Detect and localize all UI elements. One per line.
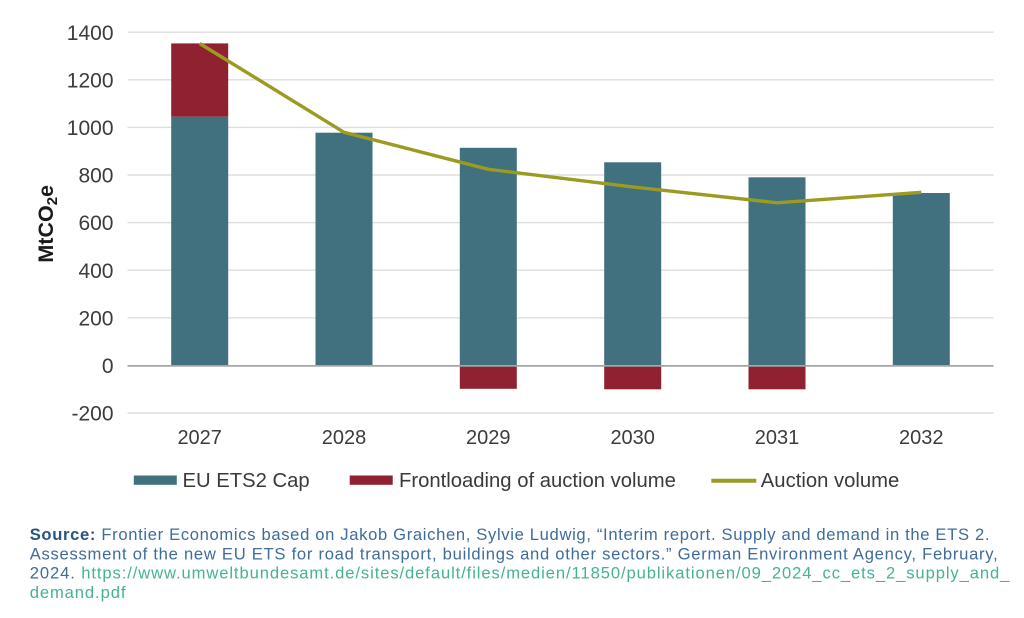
svg-text:MtCO2e: MtCO2e bbox=[34, 185, 61, 263]
svg-text:800: 800 bbox=[78, 165, 113, 188]
svg-text:-200: -200 bbox=[71, 403, 113, 426]
svg-text:2029: 2029 bbox=[466, 427, 511, 449]
svg-text:1400: 1400 bbox=[67, 22, 114, 45]
svg-text:2031: 2031 bbox=[755, 427, 800, 449]
svg-text:1200: 1200 bbox=[67, 69, 114, 92]
svg-text:Source: Frontier Economics bas: Source: Frontier Economics based on Jako… bbox=[30, 525, 990, 544]
svg-text:Frontloading of auction volume: Frontloading of auction volume bbox=[399, 470, 676, 492]
svg-text:2027: 2027 bbox=[177, 427, 222, 449]
svg-text:2032: 2032 bbox=[899, 427, 944, 449]
svg-text:Auction volume: Auction volume bbox=[761, 470, 899, 492]
svg-text:200: 200 bbox=[78, 307, 113, 330]
svg-text:600: 600 bbox=[78, 212, 113, 235]
svg-text:demand.pdf: demand.pdf bbox=[30, 583, 127, 602]
svg-text:400: 400 bbox=[78, 260, 113, 283]
svg-text:2028: 2028 bbox=[322, 427, 367, 449]
svg-text:2030: 2030 bbox=[610, 427, 655, 449]
svg-text:0: 0 bbox=[102, 355, 114, 378]
svg-text:Assessment of the new EU ETS f: Assessment of the new EU ETS for road tr… bbox=[30, 544, 999, 563]
svg-text:2024. https://www.umweltbundes: 2024. https://www.umweltbundesamt.de/sit… bbox=[30, 564, 1011, 583]
svg-text:1000: 1000 bbox=[67, 117, 114, 140]
svg-text:EU ETS2 Cap: EU ETS2 Cap bbox=[183, 470, 310, 492]
